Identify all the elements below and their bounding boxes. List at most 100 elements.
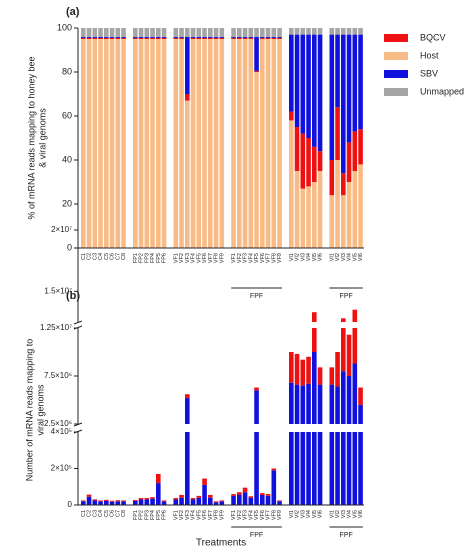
x-tick-label: C6 [110, 253, 116, 260]
bar-segment [329, 160, 335, 196]
x-tick-label: VF7 [208, 510, 214, 520]
bar-segment [208, 28, 213, 37]
bar-segment [341, 318, 346, 322]
x-tick-label: VF4 [248, 510, 254, 520]
bar-segment [98, 39, 103, 248]
bar-segment [219, 36, 225, 38]
bar-segment [358, 387, 363, 405]
bar-segment [104, 499, 109, 501]
group-label: FPF [250, 293, 263, 300]
bar-segment [237, 39, 242, 248]
y-tick-label: 80 [62, 66, 72, 76]
bar-segment [208, 497, 213, 505]
bar-segment [121, 28, 126, 37]
bar-segment [185, 394, 190, 399]
bar-segment [98, 37, 103, 39]
bar-segment [92, 36, 98, 38]
bar-segment [190, 498, 196, 500]
bar-segment [271, 468, 277, 471]
legend-label: Host [420, 50, 439, 60]
bar-segment [92, 39, 98, 248]
bar-segment [213, 28, 219, 37]
bar-segment [138, 39, 144, 248]
y-axis-label: viral genoms [35, 384, 45, 436]
bar-segment [312, 312, 317, 322]
bar-segment [98, 501, 103, 505]
x-tick-label: VI4 [306, 510, 312, 518]
bar-segment [92, 37, 98, 39]
x-tick-label: VI3 [341, 510, 347, 518]
bar-segment [312, 182, 317, 248]
bar-segment [289, 111, 294, 121]
bar-segment [190, 39, 196, 248]
bar-segment [317, 367, 323, 385]
bar-segment [335, 107, 340, 160]
bar-segment [294, 384, 300, 424]
x-tick-label: VF9 [277, 510, 283, 520]
bar-segment [346, 432, 352, 505]
bar-segment [265, 39, 271, 248]
x-tick-label: VF4 [191, 510, 197, 520]
bar-segment [86, 36, 92, 38]
x-tick-label: VF3 [243, 253, 249, 263]
bar-segment [86, 28, 92, 37]
group-label: FPF [340, 532, 353, 539]
bar-segment [92, 499, 98, 501]
bar-segment [150, 37, 155, 39]
bar-segment [294, 28, 300, 35]
bar-segment [329, 34, 335, 160]
x-tick-label: VF1 [173, 253, 179, 263]
bar-segment [294, 353, 300, 385]
bar-segment [173, 498, 179, 500]
bar-segment [81, 37, 86, 39]
bar-segment [231, 36, 236, 38]
x-tick-label: VI2 [335, 510, 341, 518]
bar-segment [173, 37, 179, 39]
bar-segment [300, 359, 306, 386]
bar-segment [242, 28, 248, 37]
bar-segment [81, 501, 86, 505]
bar-segment [242, 36, 248, 38]
bar-segment [115, 501, 121, 505]
x-tick-label: VF1 [231, 253, 237, 263]
x-tick-label: VF8 [214, 510, 220, 520]
bar-segment [98, 36, 103, 38]
bar-segment [346, 182, 352, 248]
x-tick-label: C3 [92, 510, 98, 517]
bar-segment [144, 36, 150, 38]
bar-segment [265, 36, 271, 38]
bar-segment [248, 496, 254, 498]
bar-segment [260, 36, 265, 38]
y-tick-label: 0 [67, 242, 72, 252]
bar-segment [335, 432, 340, 505]
x-tick-label: VF3 [243, 510, 249, 520]
bar-segment [358, 404, 363, 424]
bar-segment [109, 39, 115, 248]
bar-segment [254, 72, 259, 248]
x-tick-label: FP6 [162, 253, 168, 263]
group-label: FPF [250, 532, 263, 539]
bar-segment [109, 36, 115, 38]
bar-segment [98, 28, 103, 37]
bar-segment [86, 37, 92, 39]
x-tick-label: C4 [98, 510, 104, 517]
bar-segment [277, 39, 282, 248]
bar-segment [312, 328, 317, 352]
x-tick-label: VF2 [237, 510, 243, 520]
bar-segment [277, 37, 282, 39]
x-tick-label: C7 [115, 253, 121, 260]
bar-segment [196, 37, 202, 39]
bar-segment [237, 494, 242, 505]
bar-segment [161, 39, 167, 248]
bar-segment [306, 383, 311, 424]
x-tick-label: VI4 [347, 253, 353, 261]
bar-segment [306, 138, 311, 187]
y-tick-label: 60 [62, 110, 72, 120]
x-tick-label: VF2 [179, 253, 185, 263]
x-tick-label: VF6 [260, 510, 266, 520]
bar-segment [341, 432, 346, 505]
bar-segment [248, 497, 254, 505]
bar-segment [329, 195, 335, 248]
bar-segment [86, 494, 92, 497]
bar-segment [161, 36, 167, 38]
